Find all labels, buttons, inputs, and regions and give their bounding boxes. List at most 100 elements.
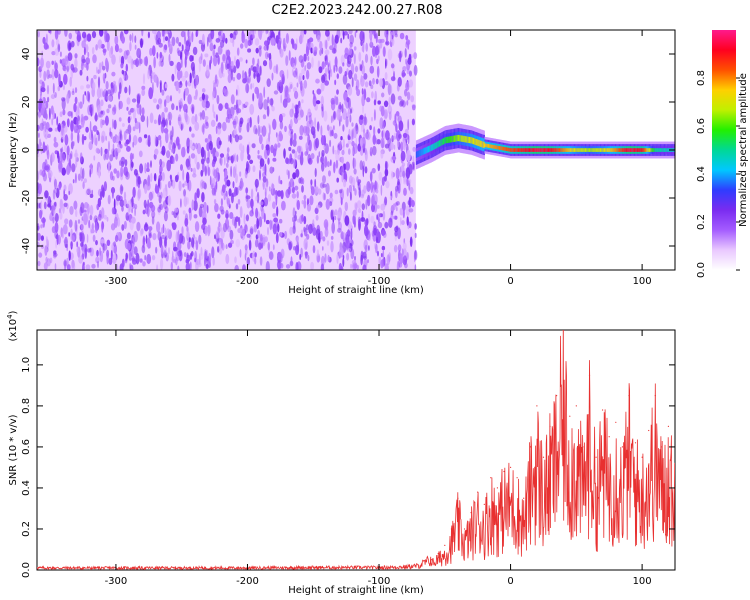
noise-speckle <box>88 131 93 141</box>
noise-speckle <box>395 167 400 180</box>
signal-band <box>527 148 529 152</box>
noise-speckle <box>44 190 49 199</box>
noise-speckle <box>70 120 74 133</box>
signal-band <box>527 148 530 152</box>
noise-speckle <box>62 58 65 64</box>
noise-speckle <box>391 135 394 143</box>
noise-speckle <box>295 210 297 215</box>
noise-speckle <box>44 145 48 151</box>
noise-speckle <box>388 252 391 263</box>
noise-speckle <box>195 74 199 86</box>
noise-speckle <box>135 252 140 265</box>
noise-speckle <box>339 140 342 150</box>
noise-speckle <box>66 145 70 156</box>
noise-speckle <box>182 169 185 181</box>
noise-speckle <box>210 55 213 64</box>
signal-band <box>530 148 532 152</box>
noise-speckle <box>401 72 406 77</box>
noise-speckle <box>354 188 357 196</box>
signal-band <box>606 148 608 152</box>
noise-speckle <box>111 71 116 77</box>
noise-speckle <box>364 147 367 156</box>
noise-speckle <box>60 123 64 136</box>
noise-speckle <box>52 189 56 200</box>
noise-speckle <box>226 49 231 58</box>
signal-band <box>496 145 498 150</box>
noise-speckle <box>390 37 395 47</box>
noise-speckle <box>228 188 232 197</box>
noise-speckle <box>75 158 78 168</box>
snr-scale-base: (x10 <box>8 319 19 342</box>
noise-speckle <box>175 249 180 262</box>
noise-speckle <box>94 221 98 234</box>
snr-data-point <box>516 477 518 479</box>
noise-speckle <box>347 54 352 65</box>
snr-data-point <box>608 436 610 438</box>
noise-speckle <box>45 113 48 120</box>
noise-speckle <box>183 252 187 258</box>
noise-speckle <box>400 150 406 162</box>
noise-speckle <box>301 185 304 193</box>
noise-speckle <box>315 137 320 149</box>
noise-speckle <box>103 48 107 56</box>
noise-speckle <box>314 117 316 128</box>
noise-speckle <box>381 176 385 186</box>
noise-speckle <box>215 114 218 122</box>
noise-speckle <box>199 252 204 260</box>
signal-band <box>662 148 664 152</box>
noise-speckle <box>258 47 262 57</box>
noise-speckle <box>51 51 56 56</box>
signal-band <box>564 148 566 152</box>
noise-speckle <box>121 35 125 44</box>
noise-speckle <box>172 179 176 189</box>
signal-band <box>648 148 650 152</box>
signal-band <box>608 148 610 152</box>
noise-speckle <box>164 30 166 35</box>
noise-speckle <box>298 75 302 85</box>
noise-speckle <box>246 257 250 266</box>
snr-data-point <box>483 503 485 505</box>
noise-speckle <box>39 169 43 176</box>
noise-speckle <box>243 213 246 225</box>
signal-band <box>504 147 506 151</box>
noise-speckle <box>299 124 304 136</box>
noise-speckle <box>173 246 178 252</box>
noise-speckle <box>240 227 245 237</box>
signal-band <box>655 148 657 152</box>
snr-data-point <box>404 566 406 568</box>
noise-speckle <box>200 42 206 52</box>
colorbar-gradient <box>712 30 736 270</box>
noise-speckle <box>225 253 230 265</box>
noise-speckle <box>61 230 65 239</box>
noise-speckle <box>191 31 194 43</box>
signal-band <box>422 148 424 156</box>
noise-speckle <box>57 184 62 191</box>
noise-speckle <box>186 137 191 149</box>
noise-speckle <box>241 32 246 44</box>
noise-speckle <box>226 147 230 153</box>
noise-speckle <box>141 30 144 37</box>
signal-band <box>445 137 447 144</box>
noise-speckle <box>51 226 56 234</box>
signal-band <box>636 148 639 152</box>
signal-band <box>486 143 488 148</box>
noise-speckle <box>104 115 109 126</box>
noise-speckle <box>225 213 229 219</box>
noise-speckle <box>234 164 237 176</box>
signal-band <box>460 135 462 142</box>
noise-speckle <box>59 211 63 220</box>
noise-speckle <box>232 154 235 162</box>
noise-speckle <box>353 53 356 65</box>
noise-speckle <box>342 124 345 132</box>
signal-band <box>479 140 481 147</box>
noise-speckle <box>363 127 366 140</box>
snr-data-point <box>431 559 433 561</box>
noise-speckle <box>144 184 148 194</box>
noise-speckle <box>57 43 61 53</box>
noise-speckle <box>332 216 335 223</box>
noise-speckle <box>201 192 205 203</box>
noise-speckle <box>259 31 262 40</box>
signal-band <box>550 148 552 152</box>
noise-speckle <box>246 233 251 238</box>
noise-speckle <box>166 150 171 159</box>
